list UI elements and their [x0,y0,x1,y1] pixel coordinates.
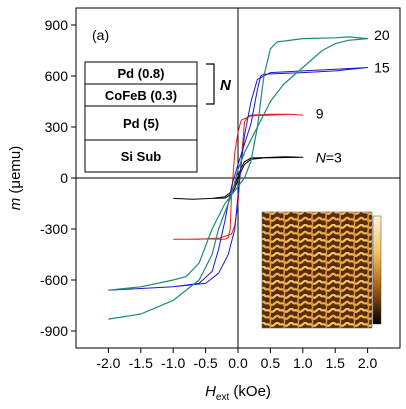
x-tick-label: 1.0 [293,355,313,371]
series-group [108,36,369,320]
afm-image-inset [261,211,382,329]
repeat-label: N [220,77,232,94]
x-tick-label: -1.5 [129,355,153,371]
layer-cofeb-label: CoFeB (0.3) [105,88,177,103]
series-labels: 20 15 9 N=3 [316,27,390,165]
series-label: 15 [374,60,390,76]
y-tick-label: 0 [60,170,68,186]
x-tick-label: 0.5 [261,355,281,371]
layer-pd-top-label: Pd (0.8) [118,66,165,81]
layer-substrate-label: Si Sub [121,149,162,164]
x-tick-label: 2.0 [358,355,378,371]
y-tick-label: -300 [40,221,68,237]
y-axis-title: m (μemu) [7,146,24,210]
y-tick-label: 300 [45,119,69,135]
series-label: 9 [316,105,324,121]
layer-stack-inset: Pd (0.8) CoFeB (0.3) Pd (5) Si Sub N [84,61,232,173]
x-tick-label: 1.5 [325,355,345,371]
afm-colorbar [372,215,382,325]
afm-image [261,211,373,329]
layer-pd-buffer-label: Pd (5) [123,116,159,131]
y-tick-label: 900 [45,17,69,33]
repeat-bracket [206,63,215,105]
layer-pd-buffer [84,105,198,141]
series-line-15 [108,67,369,291]
series-label: 20 [374,27,390,43]
x-tick-label: -0.5 [194,355,218,371]
y-tick-label: -900 [40,323,68,339]
layer-substrate [84,139,198,173]
series-label: N=3 [316,150,342,166]
y-tick-label: -600 [40,272,68,288]
series-line-20 [108,36,369,320]
x-tick-label: -2.0 [96,355,120,371]
x-tick-label: 0.0 [228,355,248,371]
axis-ticks: -2.0 -1.5 -1.0 -0.5 0.0 0.5 1.0 1.5 2.0 900 600 300… [40,17,378,371]
panel-label: (a) [92,27,109,43]
y-tick-label: 600 [45,68,69,84]
x-tick-label: -1.0 [161,355,185,371]
x-axis-title: Hext (kOe) [205,383,271,403]
